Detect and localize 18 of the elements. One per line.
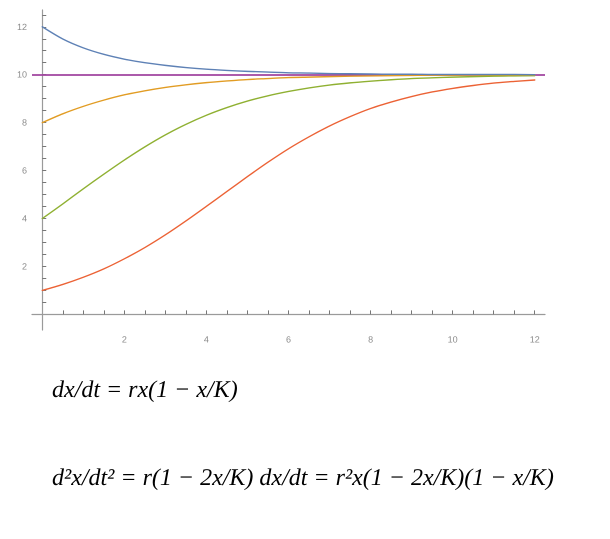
y-tick-label: 10 [16, 70, 27, 80]
text: dx/dt = rx(1 − x/K) [52, 377, 238, 403]
y-tick-label: 12 [16, 22, 27, 32]
x-tick-label: 2 [122, 334, 127, 344]
y-tick-label: 4 [22, 214, 27, 224]
y-tick-label: 2 [22, 261, 27, 272]
line-series [42, 74, 536, 124]
line-series [42, 26, 536, 76]
x-tick-label: 4 [204, 334, 209, 344]
line-series [42, 74, 536, 220]
x-tick-label: 10 [448, 334, 458, 344]
x-tick-label: 8 [368, 334, 374, 344]
x-tick-label: 12 [530, 334, 540, 344]
y-tick-label: 6 [22, 166, 27, 176]
line-series [42, 79, 536, 292]
text: d²x/dt² = r(1 − 2x/K) dx/dt = r²x(1 − 2x/K)(1 − x/K) [52, 465, 554, 491]
x-tick-label: 6 [286, 334, 292, 344]
y-tick-label: 8 [22, 118, 27, 128]
